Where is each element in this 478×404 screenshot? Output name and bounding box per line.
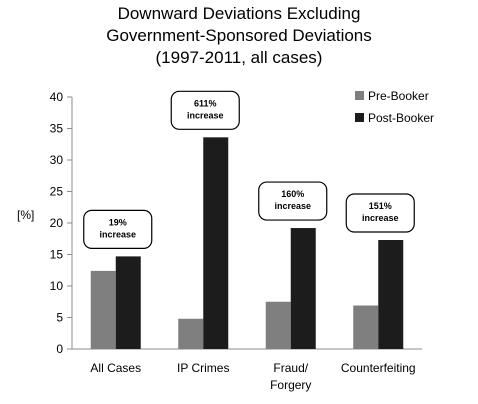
annotation-text: increase [99,229,136,239]
annotation-text: 611% [194,98,217,108]
x-category-label: All Cases [90,361,141,375]
x-category-label: IP Crimes [177,361,229,375]
y-tick-label: 15 [50,248,64,262]
x-category-label: Fraud/ [273,361,308,375]
annotation-box [170,90,240,130]
bar-pre-booker [353,305,379,349]
bar-pre-booker [178,318,204,349]
annotation-box [258,181,328,221]
bar-post-booker [203,137,229,349]
annotation-box [83,209,153,249]
chart-title-line-2: Government-Sponsored Deviations [106,26,372,45]
chart-title-line-3: (1997-2011, all cases) [155,48,323,67]
annotation-text: 151% [369,201,392,211]
bar-post-booker [378,240,404,349]
y-tick-label: 35 [50,122,64,136]
y-tick-label: 0 [56,342,63,356]
chart-title-line-1: Downward Deviations Excluding [117,4,361,23]
annotation-text: 160% [281,189,304,199]
x-category-label: Counterfeiting [341,361,416,375]
x-category-label: Forgery [270,378,311,392]
legend-label: Pre-Booker [368,89,429,103]
y-tick-label: 25 [50,185,64,199]
y-axis-label: [%] [17,208,34,222]
legend-swatch [355,113,364,122]
annotation-text: increase [187,110,224,120]
y-tick-label: 20 [50,216,64,230]
bar-pre-booker [90,270,116,349]
annotation-text: increase [362,213,399,223]
bar-post-booker [115,256,141,349]
legend-swatch [355,91,364,100]
bar-pre-booker [265,301,291,349]
y-tick-label: 5 [56,311,63,325]
legend-label: Post-Booker [368,111,434,125]
y-tick-label: 30 [50,153,64,167]
y-tick-label: 40 [50,90,64,104]
annotation-box [345,193,415,233]
bar-post-booker [290,228,316,349]
annotation-text: increase [274,201,311,211]
y-tick-label: 10 [50,279,64,293]
annotation-text: 19% [109,217,127,227]
